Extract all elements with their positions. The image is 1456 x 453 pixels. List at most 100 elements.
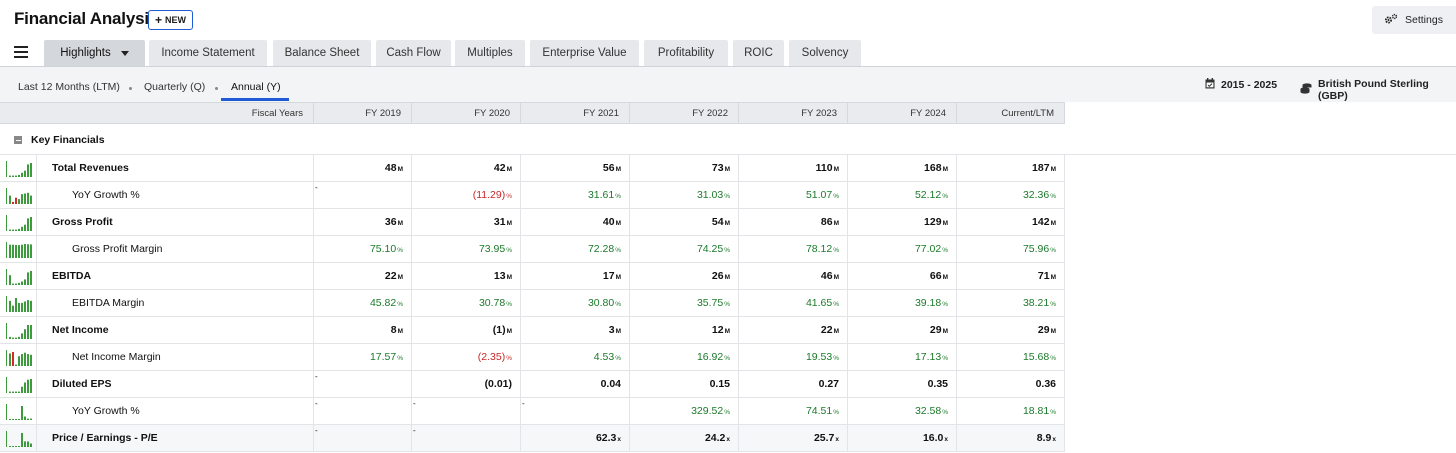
table-cell[interactable]: - <box>412 398 521 424</box>
sparkline-chart[interactable] <box>4 242 32 258</box>
period-annual[interactable]: Annual (Y) <box>231 81 281 93</box>
table-cell[interactable]: 46 M <box>739 263 848 289</box>
tab-solvency[interactable]: Solvency <box>789 40 861 66</box>
tab-profitability[interactable]: Profitability <box>644 40 728 66</box>
table-cell[interactable]: 41.65% <box>739 290 848 316</box>
new-button[interactable]: + NEW <box>148 10 194 30</box>
table-cell[interactable]: 39.18% <box>848 290 957 316</box>
table-cell[interactable]: 62.3 x <box>521 425 630 451</box>
table-cell[interactable]: 32.58% <box>848 398 957 424</box>
table-cell[interactable]: 16.92% <box>630 344 739 370</box>
column-header[interactable]: FY 2021 <box>521 103 630 123</box>
table-cell[interactable]: 74.25% <box>630 236 739 262</box>
column-header[interactable]: Current/LTM <box>957 103 1065 123</box>
row-label[interactable]: Total Revenues <box>52 162 129 174</box>
table-cell[interactable]: 29 M <box>848 317 957 343</box>
row-label[interactable]: Price / Earnings - P/E <box>52 432 158 444</box>
column-header[interactable]: FY 2019 <box>314 103 412 123</box>
column-header[interactable]: FY 2023 <box>739 103 848 123</box>
table-cell[interactable]: 0.35 <box>848 371 957 397</box>
sparkline-chart[interactable] <box>4 350 32 366</box>
table-cell[interactable]: 329.52% <box>630 398 739 424</box>
table-cell[interactable]: 13 M <box>412 263 521 289</box>
sparkline-chart[interactable] <box>4 215 32 231</box>
sparkline-chart[interactable] <box>4 377 32 393</box>
column-header[interactable]: FY 2024 <box>848 103 957 123</box>
table-cell[interactable]: 30.78% <box>412 290 521 316</box>
row-label[interactable]: EBITDA <box>52 270 92 282</box>
table-cell[interactable]: 86 M <box>739 209 848 235</box>
table-cell[interactable]: 24.2 x <box>630 425 739 451</box>
table-cell[interactable]: 17.13% <box>848 344 957 370</box>
table-cell[interactable]: 56 M <box>521 155 630 181</box>
table-cell[interactable]: 29 M <box>957 317 1065 343</box>
table-cell[interactable]: 26 M <box>630 263 739 289</box>
table-cell[interactable]: 17 M <box>521 263 630 289</box>
row-label[interactable]: EBITDA Margin <box>72 297 145 309</box>
sparkline-chart[interactable] <box>4 188 32 204</box>
table-cell[interactable]: (11.29)% <box>412 182 521 208</box>
table-cell[interactable]: 0.15 <box>630 371 739 397</box>
table-cell[interactable]: 75.96% <box>957 236 1065 262</box>
hamburger-menu-icon[interactable] <box>14 46 28 58</box>
table-cell[interactable]: 42 M <box>412 155 521 181</box>
year-range-picker[interactable]: 2015 - 2025 <box>1205 78 1277 92</box>
table-cell[interactable]: (2.35)% <box>412 344 521 370</box>
table-cell[interactable]: 17.57% <box>314 344 412 370</box>
table-cell[interactable]: 0.04 <box>521 371 630 397</box>
row-label[interactable]: Diluted EPS <box>52 378 112 390</box>
collapse-icon[interactable] <box>14 136 22 144</box>
currency-picker[interactable]: British Pound Sterling (GBP) <box>1300 78 1456 102</box>
table-cell[interactable]: 16.0 x <box>848 425 957 451</box>
table-cell[interactable]: 8.9 x <box>957 425 1065 451</box>
row-label[interactable]: YoY Growth % <box>72 405 140 417</box>
table-cell[interactable]: (1) M <box>412 317 521 343</box>
table-cell[interactable]: 0.36 <box>957 371 1065 397</box>
sparkline-chart[interactable] <box>4 161 32 177</box>
tab-enterprise-value[interactable]: Enterprise Value <box>530 40 639 66</box>
table-cell[interactable]: 22 M <box>314 263 412 289</box>
row-label[interactable]: Net Income Margin <box>72 351 161 363</box>
row-label[interactable]: Gross Profit <box>52 216 113 228</box>
table-cell[interactable]: - <box>314 371 412 397</box>
table-cell[interactable]: 31 M <box>412 209 521 235</box>
row-label[interactable]: YoY Growth % <box>72 189 140 201</box>
table-cell[interactable]: 110 M <box>739 155 848 181</box>
table-cell[interactable]: 38.21% <box>957 290 1065 316</box>
table-cell[interactable]: 30.80% <box>521 290 630 316</box>
column-header[interactable]: FY 2022 <box>630 103 739 123</box>
table-cell[interactable]: 31.61% <box>521 182 630 208</box>
table-cell[interactable]: 73 M <box>630 155 739 181</box>
table-cell[interactable]: 51.07% <box>739 182 848 208</box>
table-cell[interactable]: 12 M <box>630 317 739 343</box>
tab-income-statement[interactable]: Income Statement <box>149 40 267 66</box>
table-cell[interactable]: 73.95% <box>412 236 521 262</box>
row-label[interactable]: Net Income <box>52 324 109 336</box>
table-cell[interactable]: 187 M <box>957 155 1065 181</box>
table-cell[interactable]: - <box>412 425 521 451</box>
table-cell[interactable]: 75.10% <box>314 236 412 262</box>
table-cell[interactable]: 0.27 <box>739 371 848 397</box>
table-cell[interactable]: 32.36% <box>957 182 1065 208</box>
sparkline-chart[interactable] <box>4 323 32 339</box>
row-label[interactable]: Gross Profit Margin <box>72 243 163 255</box>
period-ltm[interactable]: Last 12 Months (LTM) <box>18 81 120 93</box>
table-cell[interactable]: 142 M <box>957 209 1065 235</box>
period-quarterly[interactable]: Quarterly (Q) <box>144 81 206 93</box>
tab-multiples[interactable]: Multiples <box>455 40 525 66</box>
sparkline-chart[interactable] <box>4 296 32 312</box>
table-cell[interactable]: 52.12% <box>848 182 957 208</box>
table-cell[interactable]: 77.02% <box>848 236 957 262</box>
table-cell[interactable]: 72.28% <box>521 236 630 262</box>
table-cell[interactable]: 48 M <box>314 155 412 181</box>
tab-balance-sheet[interactable]: Balance Sheet <box>273 40 371 66</box>
table-cell[interactable]: 25.7 x <box>739 425 848 451</box>
table-cell[interactable]: 36 M <box>314 209 412 235</box>
table-cell[interactable]: 129 M <box>848 209 957 235</box>
table-cell[interactable]: 45.82% <box>314 290 412 316</box>
table-cell[interactable]: 78.12% <box>739 236 848 262</box>
table-cell[interactable]: 71 M <box>957 263 1065 289</box>
table-cell[interactable]: - <box>314 398 412 424</box>
